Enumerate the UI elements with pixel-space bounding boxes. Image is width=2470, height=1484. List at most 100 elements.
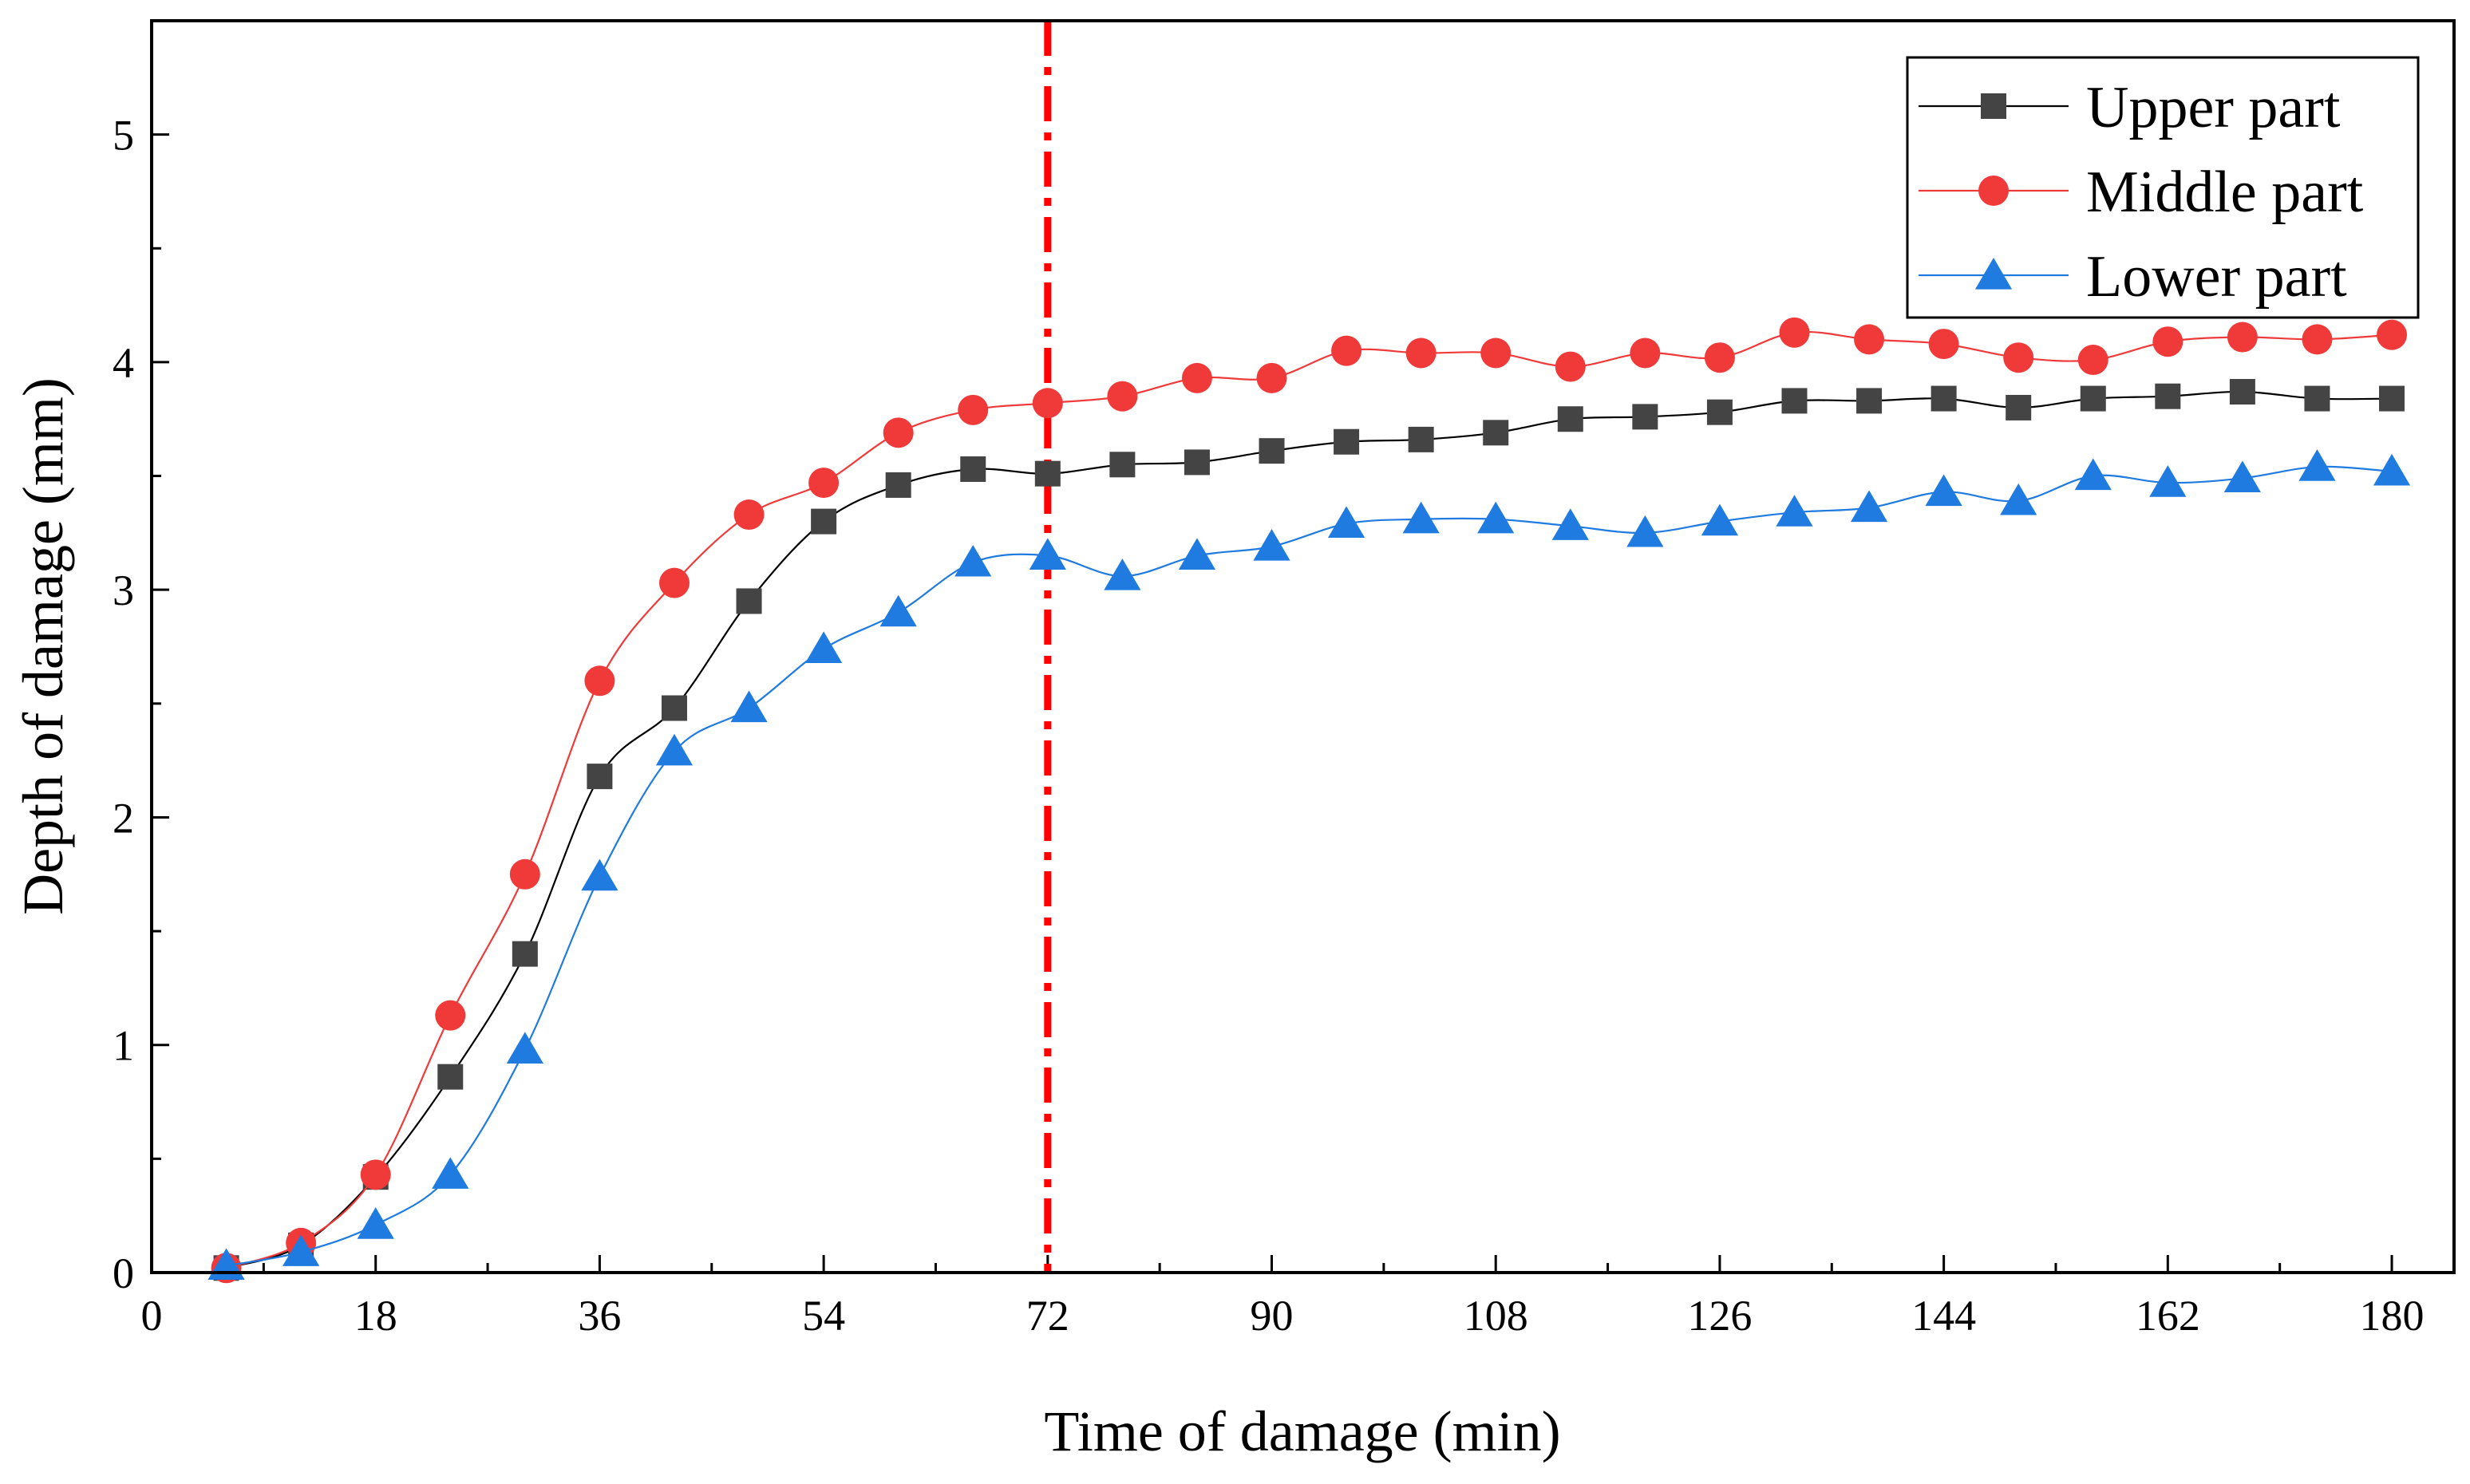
data-point-middle	[360, 1159, 391, 1190]
data-point-lower	[1626, 515, 1664, 547]
data-point-lower	[1850, 490, 1888, 523]
data-point-upper	[2006, 394, 2032, 420]
legend-marker-middle	[1978, 176, 2009, 206]
series-lower	[207, 449, 2411, 1281]
plot-frame	[150, 19, 2456, 1274]
x-tick-label: 162	[2136, 1292, 2200, 1340]
y-tick-label: 0	[113, 1249, 134, 1297]
data-point-middle	[2152, 326, 2183, 357]
data-point-upper	[1259, 438, 1285, 464]
data-point-lower	[2149, 465, 2187, 497]
data-point-upper	[736, 588, 762, 614]
data-point-lower	[1402, 501, 1440, 534]
data-point-upper	[811, 508, 837, 535]
data-point-lower	[283, 1234, 320, 1266]
data-point-upper	[1632, 404, 1658, 430]
data-point-upper	[1557, 406, 1583, 432]
data-point-middle	[2003, 342, 2034, 373]
data-point-lower	[1178, 538, 1216, 570]
data-point-lower	[1029, 538, 1066, 570]
data-point-middle	[1032, 388, 1063, 419]
y-tick-label: 3	[113, 566, 134, 614]
data-point-lower	[1776, 495, 1813, 527]
data-point-middle	[808, 468, 840, 499]
data-point-upper	[1781, 388, 1808, 414]
y-tick-label: 4	[113, 339, 134, 387]
data-point-upper	[512, 941, 538, 967]
data-point-lower	[581, 858, 618, 891]
x-axis-title: Time of damage (min)	[1044, 1399, 1560, 1463]
data-point-middle	[2377, 319, 2408, 350]
data-point-lower	[879, 594, 917, 627]
data-point-middle	[1630, 337, 1661, 369]
data-point-lower	[2223, 460, 2261, 492]
x-tick-label: 18	[354, 1292, 397, 1340]
data-point-middle	[2227, 322, 2258, 353]
data-point-upper	[2080, 385, 2106, 412]
data-point-upper	[1184, 449, 1210, 476]
data-point-lower	[1327, 506, 1365, 539]
x-tick-label: 72	[1026, 1292, 1069, 1340]
data-point-middle	[2077, 345, 2108, 376]
legend-label-upper: Upper part	[2086, 75, 2341, 140]
data-point-upper	[587, 764, 613, 790]
data-point-lower	[954, 544, 992, 577]
data-point-upper	[1483, 420, 1509, 446]
data-point-upper	[2155, 383, 2181, 409]
data-point-lower	[2298, 449, 2336, 481]
data-point-middle	[509, 858, 540, 890]
data-point-lower	[506, 1032, 543, 1064]
data-point-lower	[1925, 474, 1962, 507]
x-tick-label: 126	[1687, 1292, 1752, 1340]
data-point-middle	[435, 1000, 466, 1031]
data-point-lower	[432, 1157, 469, 1189]
data-point-middle	[1181, 362, 1212, 393]
x-tick-label: 108	[1464, 1292, 1528, 1340]
data-point-middle	[1779, 317, 1810, 348]
data-point-middle	[1256, 362, 1287, 393]
data-point-lower	[1701, 503, 1739, 536]
data-point-upper	[1706, 399, 1733, 425]
data-point-middle	[1331, 335, 1362, 366]
data-point-middle	[1107, 381, 1138, 412]
legend-label-middle: Middle part	[2086, 160, 2364, 225]
y-tick-label: 5	[113, 112, 134, 160]
data-point-upper	[1931, 385, 1957, 412]
data-point-upper	[1034, 460, 1061, 487]
x-tick-label: 36	[578, 1292, 621, 1340]
data-point-upper	[1856, 388, 1883, 414]
data-point-middle	[658, 567, 690, 598]
data-point-lower	[655, 733, 694, 766]
data-point-upper	[1109, 452, 1136, 478]
data-point-lower	[1104, 558, 1141, 590]
data-point-upper	[2229, 378, 2255, 405]
data-point-middle	[1854, 324, 1885, 355]
data-point-upper	[661, 695, 687, 721]
data-point-middle	[1405, 337, 1437, 369]
data-point-lower	[730, 690, 768, 723]
data-point-lower	[1253, 528, 1290, 561]
x-tick-label: 0	[141, 1292, 163, 1340]
data-point-middle	[2302, 324, 2333, 355]
data-point-upper	[885, 472, 911, 498]
axes: 0 18 36 54 72 90 108 126 144 162 180 0 1 2 3 4 5	[113, 19, 2425, 1340]
data-point-lower	[2000, 483, 2037, 515]
x-tick-label: 144	[1911, 1292, 1976, 1340]
y-tick-label: 1	[113, 1022, 134, 1070]
legend-marker-upper	[1981, 93, 2006, 119]
data-point-upper	[2304, 385, 2330, 412]
y-tick-label: 2	[113, 794, 134, 842]
data-point-middle	[1480, 337, 1512, 369]
series-middle	[211, 317, 2408, 1284]
data-point-middle	[883, 417, 914, 448]
y-axis-title: Depth of damage (mm)	[11, 377, 75, 915]
data-point-lower	[805, 631, 843, 663]
legend-marker-lower	[1974, 258, 2013, 290]
data-point-lower	[2373, 453, 2411, 486]
data-point-lower	[1477, 501, 1515, 534]
data-point-middle	[1928, 329, 1959, 360]
x-tick-label: 90	[1251, 1292, 1294, 1340]
data-point-upper	[960, 456, 986, 482]
series-group	[207, 317, 2411, 1284]
